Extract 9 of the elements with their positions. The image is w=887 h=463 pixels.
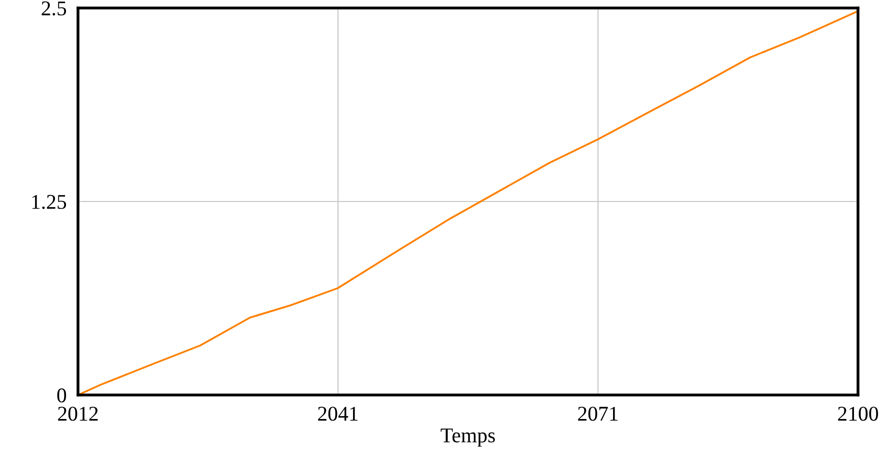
line-series [78, 10, 858, 395]
y-tick-label: 2.5 [42, 1, 66, 16]
x-axis-title: Temps [440, 428, 495, 447]
x-tick-label: 2012 [58, 406, 98, 421]
y-tick-label: 1.25 [32, 194, 66, 210]
x-tick-label: 2041 [318, 406, 358, 421]
y-tick-label: 0 [57, 388, 66, 402]
x-tick-label: 2100 [838, 406, 878, 421]
x-tick-label: 2071 [578, 406, 618, 421]
